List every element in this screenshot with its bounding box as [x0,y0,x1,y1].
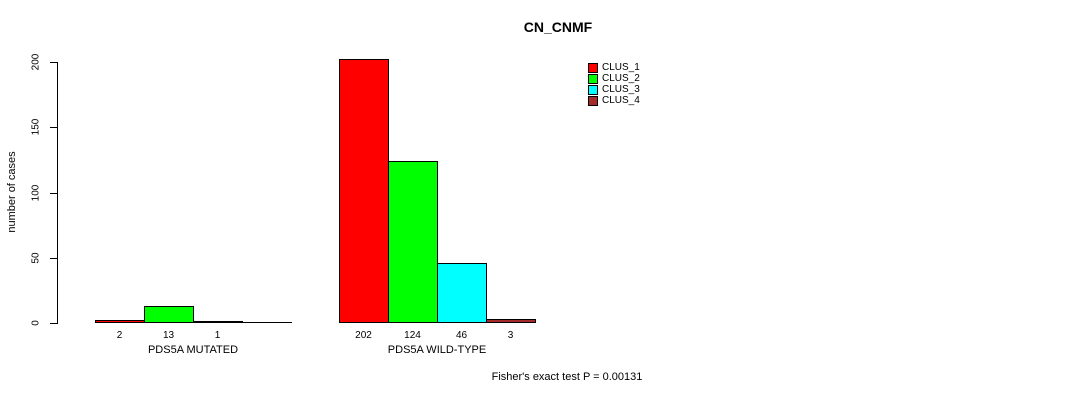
fisher-test-annotation: Fisher's exact test P = 0.00131 [491,371,643,383]
chart-title: CN_CNMF [523,19,593,35]
legend-swatch-clus_4 [588,96,598,106]
y-tick-mark [50,62,58,63]
legend-swatch-clus_2 [588,74,598,84]
y-tick-label: 150 [30,118,42,136]
bar-value-label: 202 [355,330,372,341]
legend-label: CLUS_3 [602,84,640,95]
y-tick-label: 200 [30,53,42,71]
legend-label: CLUS_4 [602,95,640,106]
group-label: PDS5A WILD-TYPE [387,344,487,356]
legend-swatch-clus_1 [588,63,598,73]
bar-clus_3 [437,263,487,323]
y-tick-label: 0 [30,320,42,326]
bar-clus_4 [486,319,536,323]
legend-item: CLUS_1 [588,63,640,73]
bar-value-label: 46 [455,330,468,341]
group-label: PDS5A MUTATED [147,344,239,356]
y-tick-mark [50,193,58,194]
legend-label: CLUS_1 [602,62,640,73]
legend: CLUS_1 CLUS_2 CLUS_3 CLUS_4 [588,63,640,107]
bar-value-label: 3 [507,330,514,341]
y-tick-mark [50,323,58,324]
y-tick-label: 50 [30,252,42,264]
bar-clus_1 [95,320,145,323]
bar-clus_4 [242,322,292,323]
legend-item: CLUS_4 [588,96,640,106]
bar-value-label: 2 [116,330,123,341]
y-tick-mark [50,258,58,259]
bar-value-label: 1 [214,330,221,341]
legend-item: CLUS_2 [588,74,640,84]
bar-clus_2 [144,306,194,323]
bar-clus_3 [193,321,243,323]
legend-label: CLUS_2 [602,73,640,84]
bar-value-label: 124 [404,330,421,341]
y-tick-label: 100 [30,184,42,202]
bar-clus_2 [388,161,438,323]
bar-clus_1 [339,59,389,323]
y-tick-mark [50,127,58,128]
legend-swatch-clus_3 [588,85,598,95]
y-axis-label: number of cases [6,151,18,233]
legend-item: CLUS_3 [588,85,640,95]
bar-value-label: 13 [162,330,175,341]
